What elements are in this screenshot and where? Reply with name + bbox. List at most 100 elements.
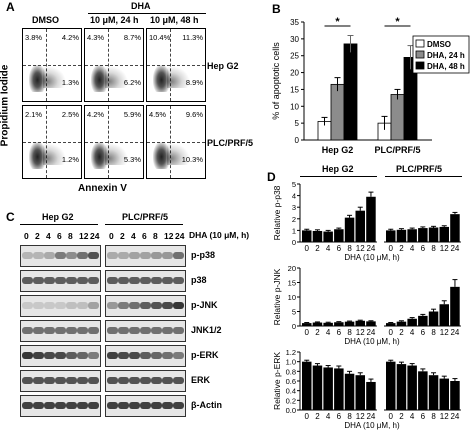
blot-band [44,402,55,409]
blot-band [44,252,55,259]
y-tick-label: 4 [292,192,296,201]
wb-protein-label: p-p38 [191,250,216,260]
blot-band [66,302,77,309]
blot-band [107,277,118,284]
blot-band [22,277,33,284]
x-tick-label: 6 [421,244,426,253]
x-tick-label: 24 [450,412,459,421]
blot-strip [105,370,186,392]
flow-plot: 3.8% 4.2% 1.3% [22,28,82,102]
wb-timepoint: 8 [68,231,73,241]
wb-protein-label: JNK1/2 [191,325,222,335]
x-tick-label: 24 [366,412,375,421]
quadrant-lr-pct: 1.2% [61,155,79,164]
blot-band [88,352,99,359]
col-header-48h: 10 μM, 48 h [150,15,199,25]
bar [323,322,333,326]
bar [386,230,396,242]
quadrant-ur-pct: 5.9% [123,110,141,119]
blot-band [151,277,162,284]
x-tick-label: 24 [366,244,375,253]
blot-band [162,252,173,259]
bar [439,378,449,410]
y-tick-label: 20 [288,264,296,273]
densitometry-cellline-plc: PLC/PRF/5 [396,164,443,174]
bar [355,375,365,410]
y-tick-label: 5 [292,308,296,317]
x-tick-label: 8 [431,412,436,421]
blot-band [129,302,140,309]
quadrant-lr-pct: 10.3% [181,155,203,164]
quadrant-ul-pct: 2.1% [25,110,43,119]
bar [344,217,355,242]
blot-band [33,252,44,259]
blot-band [162,302,173,309]
blot-strip [105,320,186,342]
x-tick-label: 2 [399,328,404,337]
x-tick-label: 2 [399,412,404,421]
apoptotic-scatter [167,143,191,166]
x-tick-label: 2 [315,412,320,421]
blot-band [129,277,140,284]
x-tick-label: 8 [347,244,352,253]
blot-band [33,302,44,309]
blot-strip [20,395,101,417]
apoptotic-scatter [105,143,129,166]
wb-timepoint: 12 [164,231,174,241]
blot-band [151,352,162,359]
wb-timepoint: 8 [153,231,158,241]
wb-timepoint: 12 [79,231,89,241]
x-axis-label: DHA (10 μM, h) [344,337,400,346]
y-tick-label: 1.2 [286,348,296,357]
blot-strip [105,245,186,267]
x-axis-label: DHA (10 μM, h) [344,421,400,430]
x-tick-label: 8 [347,328,352,337]
y-tick-label: 15 [290,85,299,94]
blot-band [88,252,99,259]
blot-band [55,327,66,334]
y-tick-label: 10 [288,293,296,302]
quadrant-lr-pct: 6.2% [123,78,141,87]
blot-band [33,402,44,409]
blot-band [118,402,129,409]
x-tick-label: 6 [337,412,342,421]
wb-timepoint: 6 [57,231,62,241]
y-tick-label: 1 [292,226,296,235]
bar [323,231,333,242]
y-axis-label: % of apoptotic cells [271,42,281,120]
x-tick-label: 0 [305,412,310,421]
x-tick-label: 12 [440,412,449,421]
y-tick-label: 1.0 [286,358,296,367]
x-tick-label: 6 [337,328,342,337]
quadrant-line-v [46,106,48,178]
blot-band [118,277,129,284]
quadrant-ur-pct: 9.6% [185,110,203,119]
x-tick-label: 0 [389,412,394,421]
x-tick-label: 6 [421,328,426,337]
bar [418,228,428,242]
x-tick-label: 12 [356,244,365,253]
blot-band [162,402,173,409]
blot-band [22,327,33,334]
quadrant-ul-pct: 4.5% [149,110,167,119]
blot-band [33,327,44,334]
x-axis-label: DHA (10 μM, h) [344,253,400,262]
blot-band [129,352,140,359]
bar [330,83,345,141]
y-axis-label: Relative p-JNK [272,268,282,325]
blot-band [55,402,66,409]
blot-band [129,377,140,384]
bar [386,323,396,326]
bar [366,196,376,242]
blot-band [162,277,173,284]
blot-band [118,252,129,259]
blot-band [173,377,184,384]
blot-band [66,252,77,259]
wb-timepoint: 24 [90,231,100,241]
bar [323,367,333,410]
blot-band [107,327,118,334]
blot-band [140,377,151,384]
blot-band [107,352,118,359]
x-tick-label: 4 [410,412,415,421]
